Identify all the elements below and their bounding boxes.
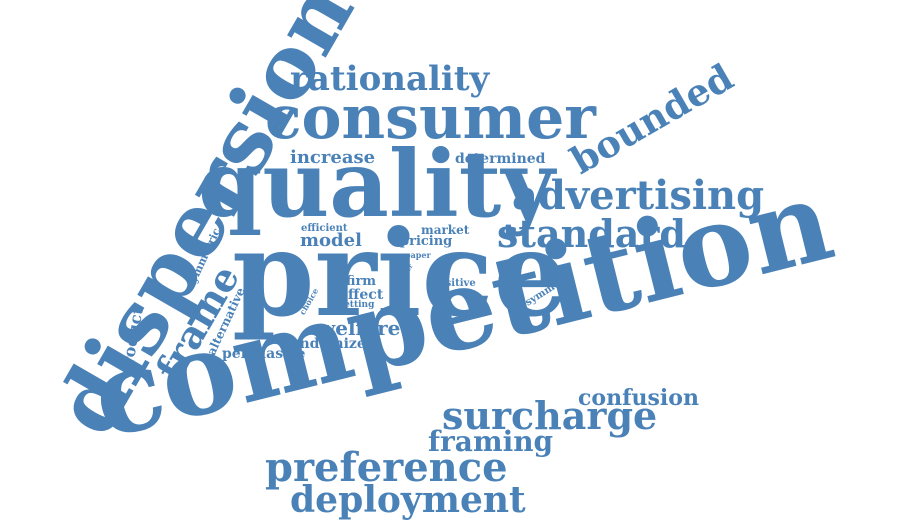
- word-framing: framing: [428, 425, 554, 458]
- word-positive: positive: [432, 278, 476, 289]
- word-efficient: efficient: [301, 223, 348, 234]
- word-determined: determined: [455, 151, 546, 167]
- word-rationality: rationality: [290, 59, 490, 99]
- word-standard: standard: [497, 211, 686, 256]
- word-confusion: confusion: [578, 385, 699, 411]
- word-surcharge: surcharge: [442, 393, 658, 438]
- word-firm: firm: [346, 274, 377, 289]
- word-market: market: [421, 223, 470, 237]
- word-setting: setting: [339, 300, 375, 310]
- word-paper: paper: [405, 250, 431, 260]
- word-price: price: [232, 204, 569, 343]
- word-preference: preference: [265, 444, 508, 491]
- word-quality: quality: [198, 130, 555, 238]
- word-model: model: [300, 230, 362, 251]
- word-effect: effect: [339, 287, 384, 303]
- word-increase: increase: [290, 147, 376, 168]
- word-randomize: randomize: [283, 336, 366, 352]
- word-deployment: deployment: [290, 479, 526, 521]
- word-welfare: welfare: [318, 316, 401, 340]
- word-persuasive: persuasive: [222, 346, 306, 362]
- word-pricing: pricing: [400, 234, 453, 249]
- word-advertising: advertising: [512, 172, 765, 219]
- word-consumer: consumer: [265, 83, 596, 153]
